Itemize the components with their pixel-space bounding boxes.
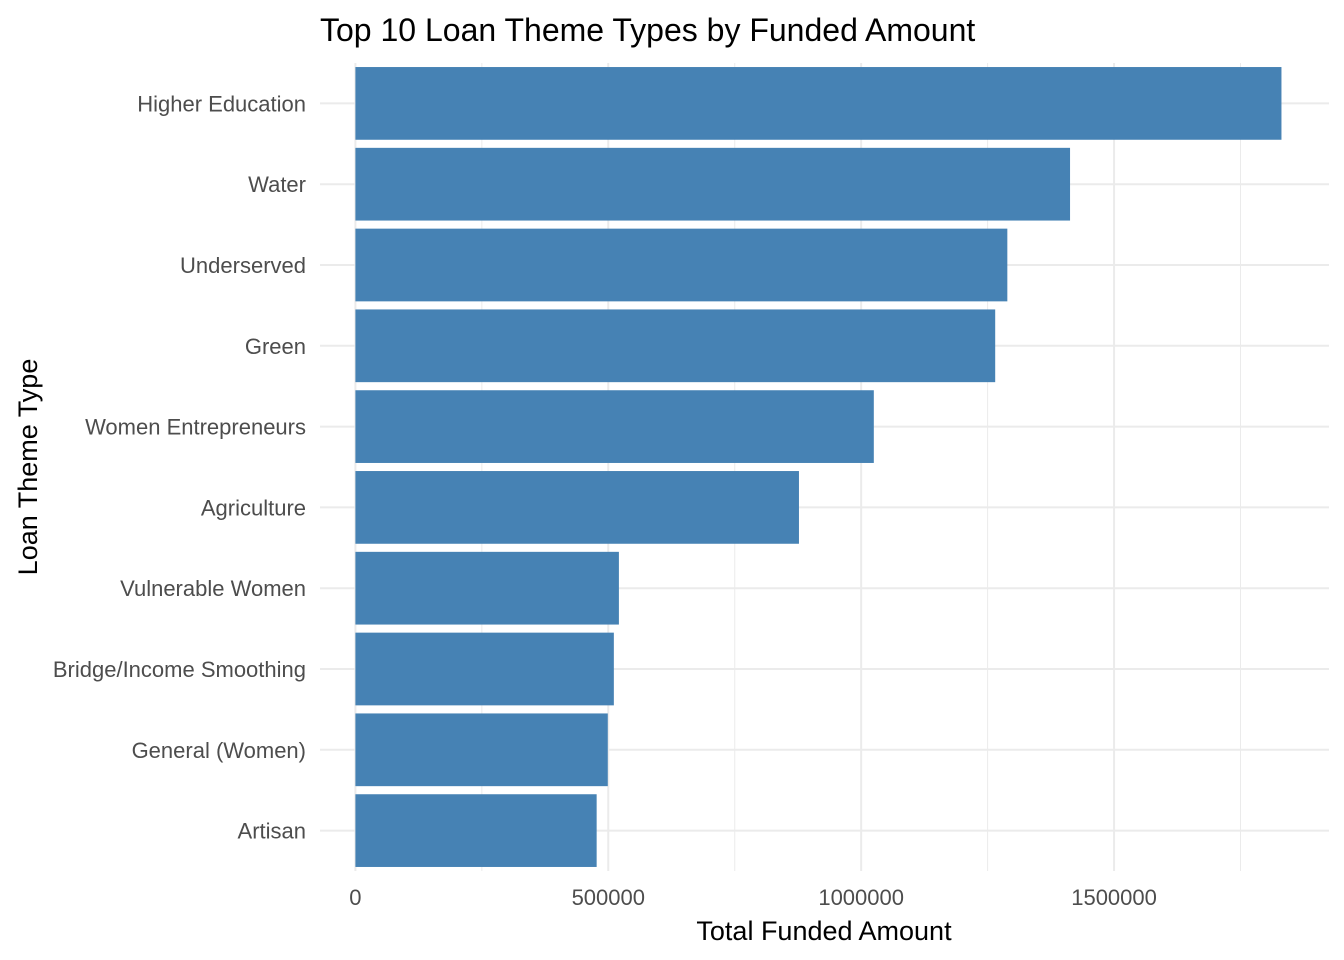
y-tick-label: Artisan [238, 819, 306, 844]
bar-artisan [355, 794, 597, 867]
y-tick-label: Higher Education [137, 91, 306, 116]
y-tick-label: Women Entrepreneurs [85, 415, 306, 440]
bar-green [355, 309, 996, 383]
y-tick-label: Green [245, 334, 306, 359]
bar-bridge-income-smoothing [355, 632, 614, 706]
bar-vulnerable-women [355, 551, 619, 625]
y-tick-labels: Higher Education Water Underserved Green Wom… [53, 91, 306, 843]
y-tick-label: Underserved [180, 253, 306, 278]
bar-general-women [355, 713, 608, 787]
bar-layer [355, 67, 1282, 867]
bar-higher-education [355, 67, 1282, 140]
y-tick-label: General (Women) [132, 738, 306, 763]
x-tick-label: 0 [349, 885, 361, 910]
y-tick-label: Bridge/Income Smoothing [53, 657, 306, 682]
y-tick-label: Water [248, 172, 306, 197]
x-tick-label: 1000000 [818, 885, 904, 910]
bar-women-entrepreneurs [355, 390, 874, 463]
y-axis-title: Loan Theme Type [13, 359, 43, 576]
x-tick-label: 1500000 [1071, 885, 1157, 910]
x-axis-title: Total Funded Amount [696, 916, 952, 946]
x-tick-labels: 0 500000 1000000 1500000 [349, 885, 1157, 910]
x-tick-label: 500000 [572, 885, 645, 910]
bar-underserved [355, 228, 1008, 302]
chart-title: Top 10 Loan Theme Types by Funded Amount [320, 12, 975, 48]
y-tick-label: Vulnerable Women [120, 576, 306, 601]
y-tick-label: Agriculture [201, 495, 306, 520]
bar-agriculture [355, 471, 799, 544]
bar-water [355, 147, 1071, 221]
